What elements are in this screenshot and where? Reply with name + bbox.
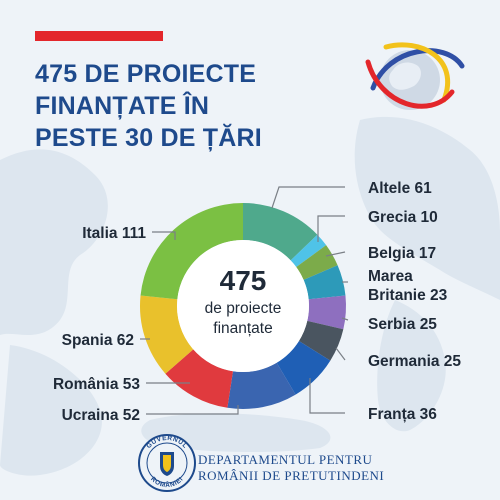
world-map-background (0, 116, 500, 476)
leader-ucraina (146, 405, 239, 415)
title-line: PESTE 30 DE ȚĂRI (35, 124, 262, 152)
leader-serbia (341, 317, 349, 321)
donut-slice-germania (298, 320, 344, 361)
leader-lines (140, 186, 349, 415)
donut-hole (177, 240, 309, 372)
title-line: 475 DE PROIECTE (35, 60, 257, 88)
leader-altele (271, 186, 345, 209)
label-ucraina: Ucraina 52 (62, 407, 140, 424)
donut-chart (140, 203, 346, 410)
donut-slice-ucraina (227, 362, 296, 410)
department-name: DEPARTAMENTUL PENTRU ROMÂNII DE PRETUTIN… (198, 452, 384, 484)
title-line: FINANȚATE ÎN (35, 92, 210, 120)
label-italia: Italia 111 (82, 225, 146, 242)
label-serbia: Serbia 25 (368, 316, 437, 333)
globe-logo (365, 42, 465, 110)
donut-slice-belgia (296, 245, 338, 280)
donut-slice-serbia (307, 295, 346, 330)
center-line1: de proiecte (205, 300, 282, 317)
leader-germania (335, 347, 346, 361)
department-line1: DEPARTAMENTUL PENTRU (198, 452, 373, 467)
donut-slice-spania (140, 295, 194, 374)
donut-slice-grecia (290, 234, 327, 268)
leader-franta (309, 378, 345, 414)
center-total: 475 (220, 265, 267, 296)
government-seal: GUVERNUL ROMÂNIEI (138, 434, 196, 492)
label-romania: România 53 (53, 376, 140, 393)
leader-italia (152, 231, 176, 240)
donut-slice-românia (165, 349, 233, 408)
donut-slice-italia (140, 203, 243, 300)
donut-slice-marea-britanie (303, 265, 346, 300)
leader-grecia (317, 215, 345, 242)
label-marea-britanie-line2: Britanie 23 (368, 287, 448, 304)
label-belgia: Belgia 17 (368, 245, 436, 262)
label-marea-britanie-line1: Marea (368, 268, 413, 285)
donut-slice-altele (243, 203, 318, 261)
page-title: 475 DE PROIECTE FINANȚATE ÎN PESTE 30 DE… (35, 58, 335, 154)
department-line2: ROMÂNII DE PRETUTINDENI (198, 468, 385, 483)
donut-center: 475 de proiecte finanțate (205, 265, 282, 337)
slice-labels: Altele 61 Grecia 10 Belgia 17 Marea Brit… (53, 180, 461, 424)
center-line2: finanțate (213, 320, 272, 337)
label-franta: Franța 36 (368, 406, 437, 423)
label-grecia: Grecia 10 (368, 209, 438, 226)
label-germania: Germania 25 (368, 353, 461, 370)
label-altele: Altele 61 (368, 180, 432, 197)
accent-bar (35, 31, 163, 41)
donut-slice-franța (276, 340, 331, 395)
leader-belgia (325, 251, 346, 257)
label-spania: Spania 62 (62, 332, 134, 349)
